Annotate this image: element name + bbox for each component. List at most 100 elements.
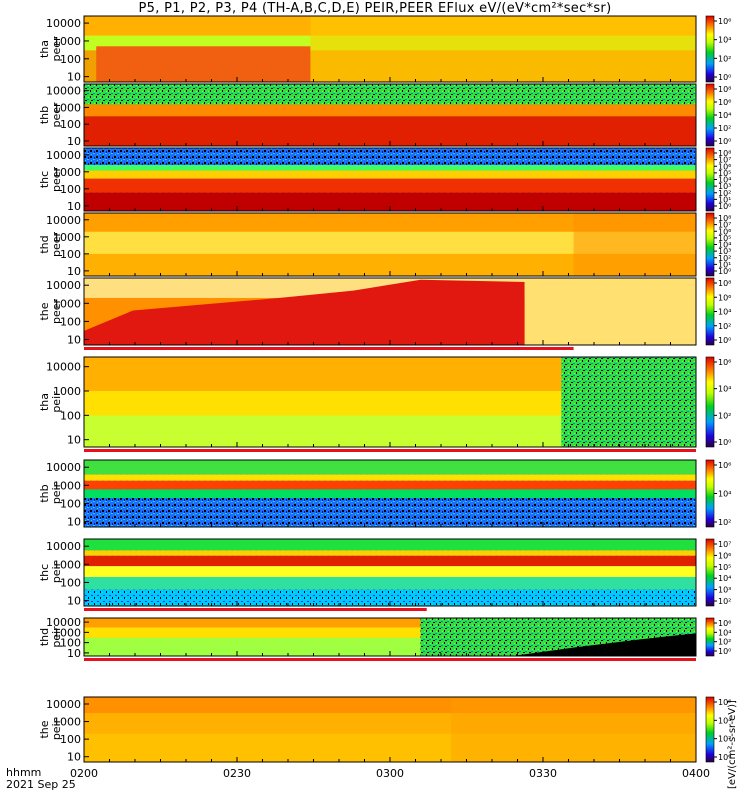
colorbar [705,459,715,528]
energy-band [84,165,696,171]
colorbar-tick-label: 10⁴ [718,490,731,499]
colorbar-tick-label: 10⁴ [718,308,731,317]
y-tick-label: 10000 [46,214,81,227]
panel-thc-peir: 10 100 1000 10000 thcpeir 10⁷ 10⁶ 10⁵ 10⁴ 10³ 10² [38,538,731,608]
colorbar [705,83,715,147]
colorbar-tick-label: 10⁷ [718,221,731,230]
colorbar-tick-label: 10⁶ [718,358,731,367]
panel-ylabel: thapeer [38,36,63,62]
colorbar-tick-label: 10⁰ [718,647,731,656]
energy-band [84,539,696,551]
electron-burst [96,46,311,82]
y-tick-label: 100 [60,118,81,131]
y-tick-label: 10 [67,200,81,213]
colorbar-tick-label: 10⁶ [718,698,731,707]
colorbar-tick-label: 10⁴ [718,574,731,583]
y-tick-label: 10 [67,334,81,347]
colorbar-tick-label: 10² [718,189,731,198]
y-tick-label: 1000 [53,166,81,179]
y-tick-label: 100 [60,248,81,261]
colorbar-tick-label: 10² [718,322,731,331]
y-tick-label: 100 [60,315,81,328]
panel-ylabel: thepeir [38,718,63,740]
x-tick-label: 0400 [682,767,710,780]
panel-ylabel: thbpeer [38,102,63,128]
colorbar-tick-label: 10² [718,735,731,744]
colorbar-tick-label: 10² [718,518,731,527]
colorbar-tick-label: 10⁴ [718,36,731,45]
panel-thb-peir: 10 100 1000 10000 thbpeir 10⁶ 10⁴ 10² [38,459,731,529]
energy-band [84,697,696,714]
colorbar-tick-label: 10³ [718,586,731,595]
colorbar-tick-label: 10¹ [718,195,731,204]
y-tick-label: 100 [60,576,81,589]
y-tick-label: 1000 [53,101,81,114]
ion-injection-region [84,279,525,345]
colorbar-tick-label: 10⁴ [718,176,731,185]
colorbar-tick-label: 10⁸ [718,279,731,288]
energy-band [84,474,696,481]
colorbar-tick-label: 10⁴ [718,628,731,637]
x-tick-label: 0230 [223,767,251,780]
energy-band [84,566,696,577]
colorbar [705,15,715,83]
energy-band [84,213,696,232]
colorbar-tick-label: 10² [718,254,731,263]
colorbar [705,538,715,607]
colorbar-tick-label: 10⁶ [718,551,731,560]
y-tick-label: 100 [60,53,81,66]
y-tick-label: 1000 [53,297,81,310]
colorbar-tick-label: 10¹ [718,260,731,269]
colorbar-tick-label: 10⁰ [718,267,731,276]
y-tick-label: 10000 [46,17,81,30]
colorbar-tick-label: 10⁶ [718,293,731,302]
x-tick-label: 0200 [70,767,98,780]
colorbar [705,147,715,212]
colorbar-tick-label: 10⁸ [718,149,731,158]
no-data-region [512,633,696,656]
colorbar-tick-label: 10⁷ [718,156,731,165]
y-tick-label: 10000 [46,149,81,162]
data-gap-bar [84,658,696,661]
panel-ylabel: thdpeir [38,626,63,648]
colorbar [705,696,715,763]
panel-thc-peer: 10100100010000thcpeer10⁸10⁷10⁶10⁵10⁴10³1… [38,147,731,213]
energy-band [84,178,696,193]
energy-band [84,460,696,475]
y-tick-label: 1000 [53,626,81,639]
colorbar-tick-label: 10² [718,54,731,63]
energy-band [84,104,696,117]
colorbar-tick-label: 10⁵ [718,234,731,243]
y-tick-label: 100 [60,497,81,510]
colorbar-tick-label: 10⁴ [718,716,731,725]
y-tick-label: 10000 [46,361,81,374]
colorbar-tick-label: 10⁵ [718,563,731,572]
y-tick-label: 1000 [53,35,81,48]
y-tick-label: 100 [60,409,81,422]
x-tick-label: 0300 [376,767,404,780]
colorbar [705,617,715,657]
energy-band [84,84,696,105]
colorbar [705,356,715,448]
y-tick-label: 1000 [53,716,81,729]
energy-band [84,231,696,254]
energy-band [84,713,696,734]
y-tick-label: 10000 [46,279,81,292]
time-axis-label: hhmm [6,766,42,779]
panel-ylabel: thapeir [38,391,63,413]
colorbar-tick-label: 10⁵ [718,169,731,178]
energy-band [84,253,696,276]
panel-thd-peer: 10100100010000thdpeer10⁸10⁷10⁶10⁵10⁴10³1… [38,212,731,278]
colorbar-units-label: [eV/(cm²-s-sr-eV)] [727,700,738,789]
colorbar-tick-label: 10⁰ [718,202,731,211]
y-tick-label: 10000 [46,616,81,629]
colorbar-tick-label: 10² [718,411,731,420]
colorbar-tick-label: 10⁶ [718,98,731,107]
colorbar-tick-label: 10⁰ [718,753,731,762]
panel-tha-peir: 10 100 1000 10000 thapeir 10⁶ 10⁴ 10² 10⁰ [38,356,731,448]
panel-tha-peer: 10 100 1000 10000 thapeer 10⁶ 10⁴ 10² 10⁰ [38,15,731,84]
colorbar-tick-label: 10⁰ [718,438,731,447]
energy-band [84,555,696,567]
y-tick-label: 10 [67,71,81,84]
